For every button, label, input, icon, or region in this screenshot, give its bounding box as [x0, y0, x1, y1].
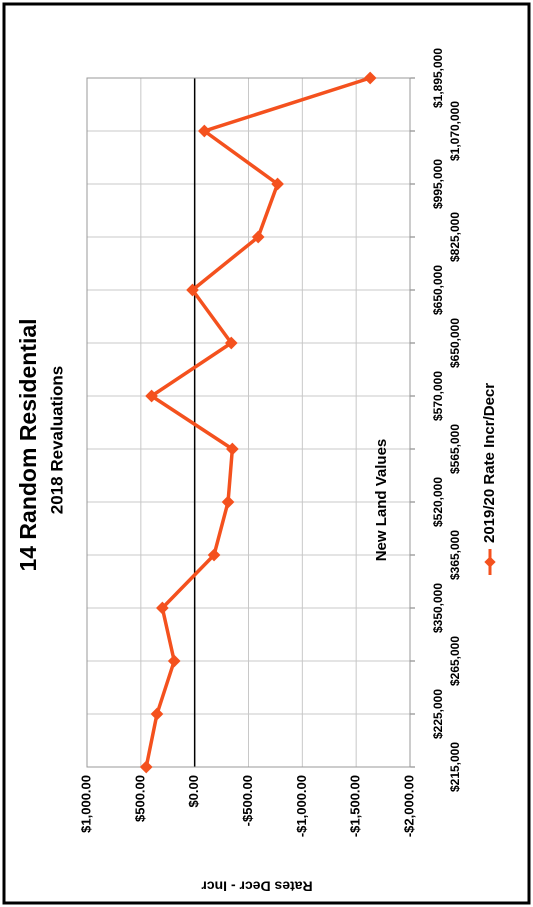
legend-marker — [484, 556, 496, 568]
y-tick-label: $1,000.00 — [78, 775, 93, 833]
x-tick-label: $265,000 — [448, 636, 462, 686]
x-tick-label: $570,000 — [431, 371, 445, 421]
x-tick-label: $215,000 — [448, 742, 462, 792]
y-tick-label: -$500.00 — [240, 775, 255, 826]
y-tick-label: -$1,500.00 — [348, 775, 363, 837]
rotated-chart: 14 Random Residential 2018 Revaluations $2… — [15, 48, 498, 895]
chart-title: 14 Random Residential — [15, 318, 41, 571]
x-tick-label: $1,070,000 — [448, 101, 462, 161]
point-marker — [225, 442, 239, 456]
point-marker — [221, 495, 235, 509]
y-tick-label: $0.00 — [186, 775, 201, 808]
x-tick-label: $520,000 — [431, 477, 445, 527]
x-tick-label: $1,895,000 — [431, 48, 445, 108]
x-tick-label: $565,000 — [448, 424, 462, 474]
x-axis-title: New Land Values — [373, 439, 390, 562]
x-tick-label: $650,000 — [431, 265, 445, 315]
x-tick-label: $650,000 — [448, 318, 462, 368]
y-axis-title: Rates Decr - Incr — [201, 878, 313, 894]
x-tick-label: $350,000 — [431, 583, 445, 633]
x-tick-label: $825,000 — [448, 212, 462, 262]
series-line — [144, 76, 371, 768]
legend-label: 2019/20 Rate Incr/Decr — [481, 383, 498, 543]
chart-subtitle: 2018 Revaluations — [47, 366, 66, 514]
plot-border — [86, 77, 411, 768]
y-tick-label: $500.00 — [132, 775, 147, 822]
y-tick-label: -$2,000.00 — [401, 775, 416, 837]
x-tick-label: $365,000 — [448, 530, 462, 580]
y-tick-label: -$1,000.00 — [294, 775, 309, 837]
x-tick-label: $225,000 — [431, 689, 445, 739]
x-tick-label: $995,000 — [431, 159, 445, 209]
